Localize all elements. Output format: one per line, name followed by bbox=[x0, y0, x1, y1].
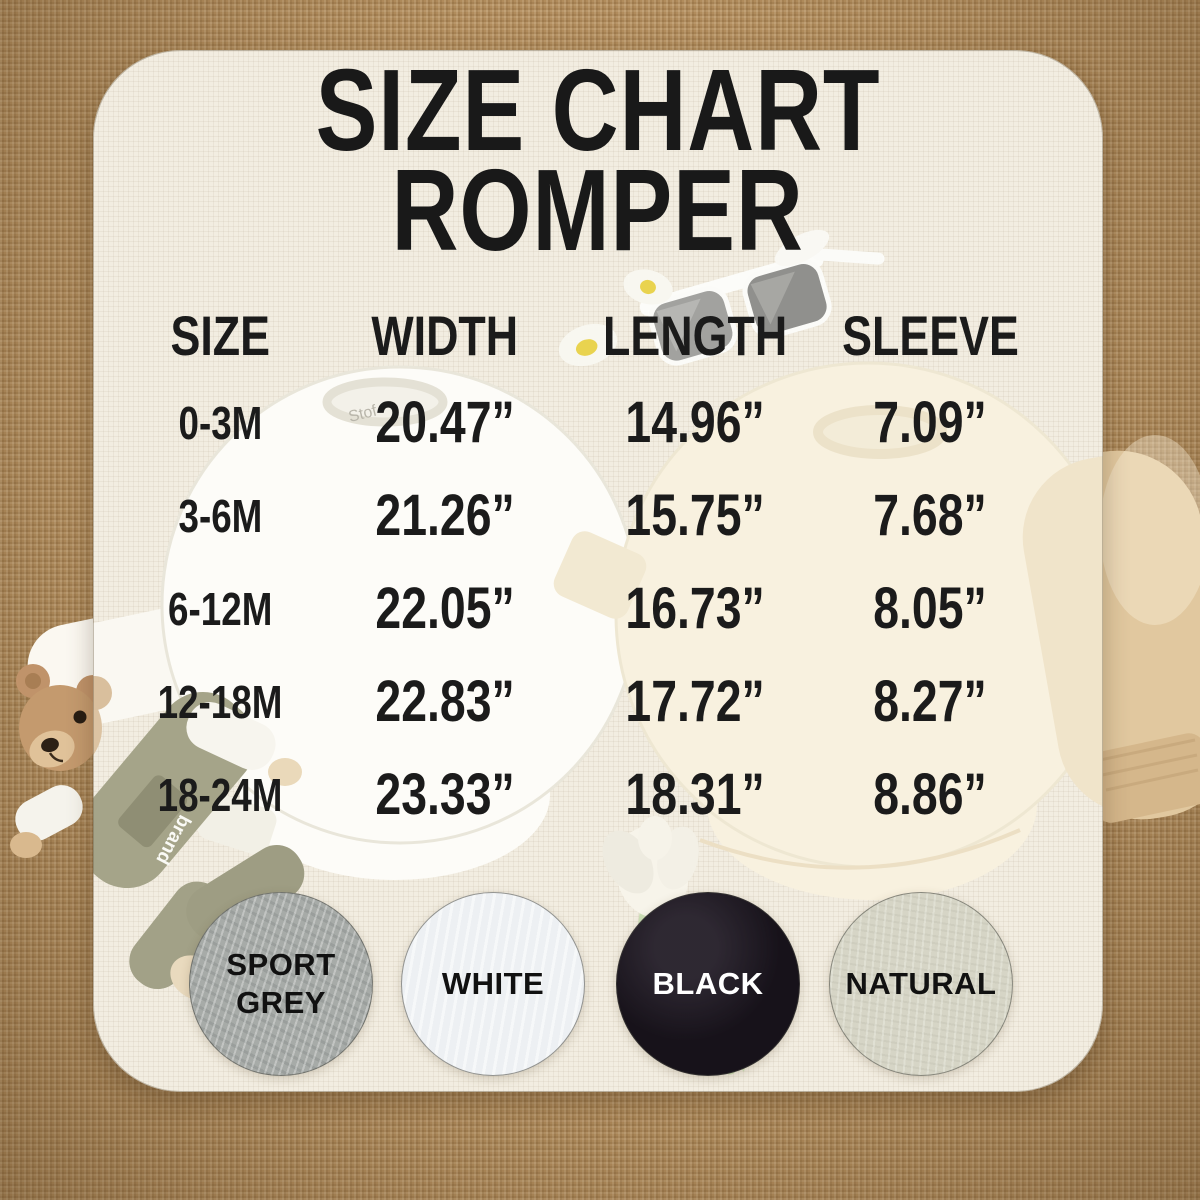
swatch-label: NATURAL bbox=[845, 966, 997, 1001]
swatch-sport-grey: SPORT GREY bbox=[189, 892, 373, 1076]
table-row: 6-12M 22.05” 16.73” 8.05” bbox=[120, 562, 1040, 655]
col-header-length: LENGTH bbox=[602, 303, 788, 367]
cell-length: 18.31” bbox=[625, 762, 765, 827]
cell-sleeve: 8.05” bbox=[873, 576, 987, 641]
cell-length: 15.75” bbox=[625, 483, 765, 548]
romper-cuff bbox=[197, 792, 277, 856]
swatch-natural: NATURAL bbox=[829, 892, 1013, 1076]
title-line-1: SIZE CHART bbox=[315, 45, 881, 175]
cell-width: 21.26” bbox=[375, 483, 515, 548]
cell-size: 6-12M bbox=[167, 582, 273, 635]
col-header-size: SIZE bbox=[170, 303, 270, 367]
col-header-width: WIDTH bbox=[371, 303, 519, 367]
swatch-label: SPORT GREY bbox=[226, 947, 336, 1020]
teddy-eye bbox=[73, 710, 87, 724]
cell-size: 12-18M bbox=[157, 675, 283, 728]
teddy-mouth bbox=[48, 752, 64, 763]
cell-size: 3-6M bbox=[178, 489, 262, 542]
cell-sleeve: 7.09” bbox=[873, 390, 987, 455]
table-row: 3-6M 21.26” 15.75” 7.68” bbox=[120, 469, 1040, 562]
romper-collar bbox=[322, 377, 448, 427]
sunglasses bbox=[639, 248, 885, 366]
title-line-2: ROMPER bbox=[391, 145, 805, 275]
white-romper: Stof bbox=[160, 365, 640, 880]
teddy-nose bbox=[41, 737, 59, 753]
romper-cuff bbox=[553, 531, 647, 619]
swatch-label: WHITE bbox=[441, 966, 545, 1001]
sleeve-highlight bbox=[1103, 435, 1200, 625]
teddy-shirt-sleeve bbox=[186, 702, 276, 770]
romper-sleeve bbox=[1103, 435, 1200, 823]
cell-sleeve: 8.86” bbox=[873, 762, 987, 827]
teddy-bear bbox=[10, 599, 93, 858]
romper-seam bbox=[699, 828, 1021, 870]
table-row: 0-3M 20.47” 14.96” 7.09” bbox=[120, 376, 1040, 469]
panel-photo-layer: Stof bbox=[93, 50, 1103, 1092]
table-row: 18-24M 23.33” 18.31” 8.86” bbox=[120, 748, 1040, 841]
table-header-row: SIZE WIDTH LENGTH SLEEVE bbox=[120, 294, 1040, 376]
teddy-arm-sleeve bbox=[15, 785, 83, 841]
egg-toys bbox=[558, 229, 830, 367]
sleeve-washed bbox=[1022, 455, 1103, 815]
photo-outside-right bbox=[1103, 0, 1200, 1200]
cell-size: 0-3M bbox=[178, 396, 262, 449]
swatch-black: BLACK bbox=[616, 892, 800, 1076]
cream-romper bbox=[553, 361, 1103, 900]
cell-width: 22.05” bbox=[375, 576, 515, 641]
photo-outside-left bbox=[0, 0, 93, 1200]
cell-length: 14.96” bbox=[625, 390, 765, 455]
cell-length: 16.73” bbox=[625, 576, 765, 641]
washed-photo: Stof bbox=[93, 229, 1103, 1075]
cuff-ribbing bbox=[1103, 738, 1199, 792]
cell-size: 18-24M bbox=[157, 768, 283, 821]
swatch-label: BLACK bbox=[652, 966, 764, 1001]
size-table: SIZE WIDTH LENGTH SLEEVE 0-3M 20.47” 14.… bbox=[120, 294, 1040, 841]
cell-sleeve: 7.68” bbox=[873, 483, 987, 548]
sleeve-fabric bbox=[1103, 450, 1200, 820]
teddy-ear-inner bbox=[25, 673, 41, 689]
cell-sleeve: 8.27” bbox=[873, 669, 987, 734]
egg-yolk bbox=[575, 339, 598, 356]
neck-label: Stof bbox=[347, 402, 379, 426]
table-row: 12-18M 22.83” 17.72” 8.27” bbox=[120, 655, 1040, 748]
cell-width: 22.83” bbox=[375, 669, 515, 734]
cell-length: 17.72” bbox=[625, 669, 765, 734]
page-title: SIZE CHART ROMPER bbox=[93, 45, 1103, 275]
cell-width: 20.47” bbox=[375, 390, 515, 455]
teddy-paw bbox=[10, 832, 42, 858]
swatch-white: WHITE bbox=[401, 892, 585, 1076]
egg-yolk bbox=[640, 279, 656, 295]
col-header-sleeve: SLEEVE bbox=[841, 303, 1019, 367]
cell-width: 23.33” bbox=[375, 762, 515, 827]
romper-collar bbox=[813, 405, 947, 459]
